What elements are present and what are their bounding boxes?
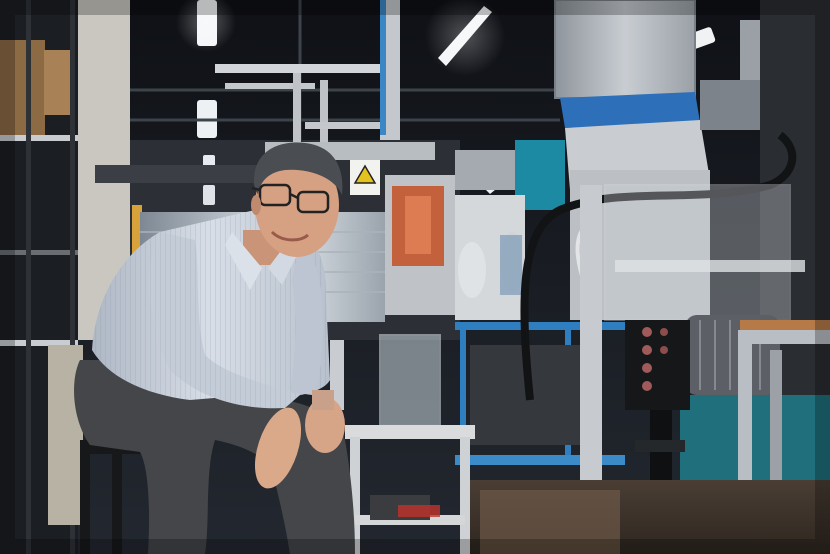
left-hand [254,407,302,489]
overhead-rail [215,64,380,73]
black-hose [520,131,797,401]
small-table [330,334,475,554]
vertical-post [580,185,602,485]
clear-enclosure [580,184,805,485]
left-shelving [0,0,83,554]
warning-triangle-icon [353,164,377,184]
man [74,142,355,554]
right-hand [305,397,345,453]
ceiling-lights [176,0,716,205]
glasses [251,183,330,214]
hair [253,142,343,195]
